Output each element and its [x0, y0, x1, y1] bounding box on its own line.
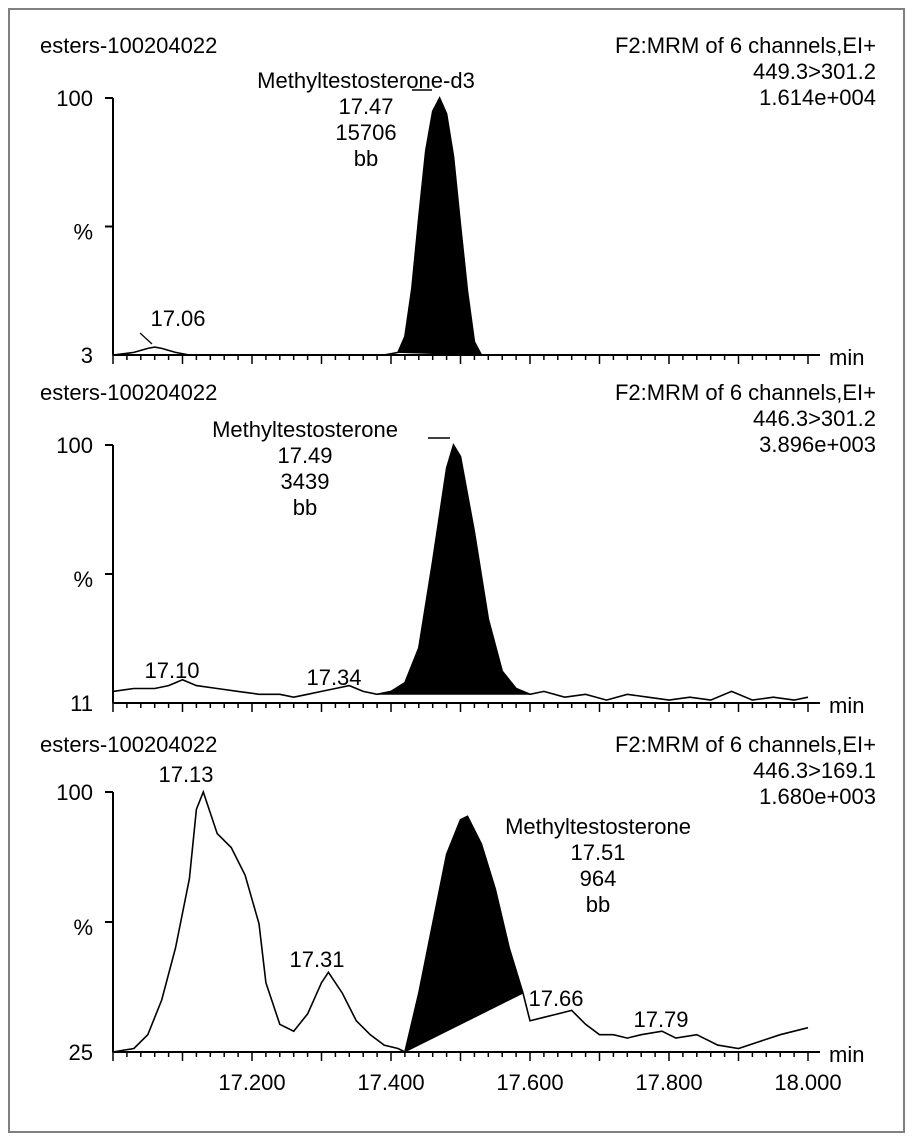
peak-annotation: 17.06 — [150, 306, 205, 331]
function-label: F2:MRM of 6 channels,EI+ — [615, 33, 876, 58]
y-tick-label-top: 100 — [56, 433, 93, 458]
x-tick-label: 17.400 — [357, 1070, 424, 1095]
peak-annotation: 17.66 — [528, 986, 583, 1011]
peak-label-name: 17.06 — [150, 306, 205, 331]
peak-label-detail: bb — [586, 892, 610, 917]
chromatogram-panel-2: esters-100204022 F2:MRM of 6 channels,EI+… — [40, 380, 876, 718]
x-tick-label: 17.600 — [496, 1070, 563, 1095]
x-unit-label: min — [829, 345, 864, 370]
sample-name: esters-100204022 — [40, 380, 217, 405]
y-axis-label: % — [73, 220, 93, 245]
peak-label-detail: 17.47 — [338, 94, 393, 119]
peak-label-detail: 15706 — [335, 120, 396, 145]
x-unit-label: min — [829, 693, 864, 718]
peak-label-detail: 17.49 — [277, 443, 332, 468]
peak-annotation: 17.79 — [633, 1007, 688, 1032]
peak-label-name: 17.10 — [144, 658, 199, 683]
y-tick-label-top: 100 — [56, 86, 93, 111]
y-tick-label-bottom: 11 — [70, 691, 93, 716]
peak-label-detail: 964 — [580, 866, 617, 891]
mrm-transition: 449.3>301.2 — [753, 59, 876, 84]
chromatogram-panel-3: esters-100204022 F2:MRM of 6 channels,EI+… — [40, 732, 876, 1095]
function-label: F2:MRM of 6 channels,EI+ — [615, 380, 876, 405]
peak-label-name: 17.79 — [633, 1007, 688, 1032]
x-unit-label: min — [829, 1042, 864, 1067]
intensity-label: 1.680e+003 — [759, 784, 876, 809]
y-tick-label-bottom: 25 — [69, 1040, 93, 1065]
x-tick-label: 17.200 — [218, 1070, 285, 1095]
y-tick-label-bottom: 3 — [81, 343, 93, 368]
chromatogram-trace — [112, 789, 809, 1054]
sample-name: esters-100204022 — [40, 33, 217, 58]
peak-annotation: 17.31 — [289, 947, 344, 972]
peak-annotation: 17.13 — [158, 762, 213, 787]
peak-label-detail: 17.51 — [570, 840, 625, 865]
peak-label-name: Methyltestosterone — [505, 814, 691, 839]
y-tick-label-top: 100 — [56, 780, 93, 805]
x-tick-label: 17.800 — [635, 1070, 702, 1095]
integrated-peak-area — [397, 96, 483, 356]
x-tick-label: 18.000 — [774, 1070, 841, 1095]
peak-label-detail: bb — [354, 146, 378, 171]
y-axis-label: % — [73, 567, 93, 592]
intensity-label: 3.896e+003 — [759, 432, 876, 457]
peak-annotation: 17.10 — [144, 658, 199, 683]
peak-label-name: Methyltestosterone-d3 — [257, 68, 475, 93]
function-label: F2:MRM of 6 channels,EI+ — [615, 732, 876, 757]
sample-name: esters-100204022 — [40, 732, 217, 757]
y-axis-label: % — [73, 915, 93, 940]
peak-label-name: 17.34 — [306, 665, 361, 690]
mrm-transition: 446.3>169.1 — [753, 758, 876, 783]
peak-leader-line — [139, 332, 153, 345]
integrated-peak-area — [376, 443, 531, 695]
peak-label-detail: bb — [293, 495, 317, 520]
mrm-transition: 446.3>301.2 — [753, 406, 876, 431]
peak-label-name: 17.13 — [158, 762, 213, 787]
chromatogram-trace — [112, 96, 808, 356]
peak-label-detail: 3439 — [281, 469, 330, 494]
chromatogram-panel-1: esters-100204022 F2:MRM of 6 channels,EI+… — [40, 33, 876, 370]
peak-label-name: 17.31 — [289, 947, 344, 972]
peak-annotation: 17.34 — [306, 665, 361, 690]
peak-label-name: Methyltestosterone — [212, 417, 398, 442]
chromatogram-trace — [112, 443, 809, 701]
peak-label-name: 17.66 — [528, 986, 583, 1011]
intensity-label: 1.614e+004 — [759, 85, 876, 110]
